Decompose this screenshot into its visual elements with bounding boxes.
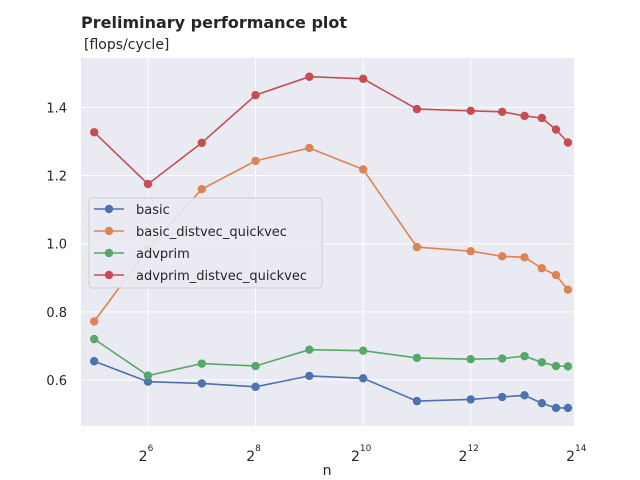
data-point [497,252,507,261]
legend-label: advprim [136,247,190,262]
data-point [412,353,422,363]
legend-marker [104,226,114,236]
data-point [537,113,547,123]
data-point [412,396,422,406]
data-point [520,253,529,262]
data-point [520,351,529,361]
legend-box [88,197,323,289]
data-point [251,156,260,166]
data-point [520,391,529,400]
legend-label: basic [136,203,170,218]
data-point [466,247,475,256]
data-point [466,106,475,116]
data-point [537,264,547,273]
x-tick-label: 28 [246,444,261,465]
data-point [551,361,561,371]
data-point [143,371,153,380]
data-point [551,403,561,413]
data-point [89,128,99,137]
legend-label: advprim_distvec_quickvec [136,269,307,284]
data-point [358,74,368,83]
y-tick-label: 1.2 [46,170,67,185]
data-point [497,107,507,117]
data-point [143,377,153,386]
data-point [497,392,507,402]
data-point [251,361,260,371]
x-tick-labels: 26 28 210 212 214 [139,444,587,465]
data-point [497,354,507,363]
y-tick-label: 1.4 [46,101,67,116]
data-point [563,138,573,147]
data-point [563,362,573,371]
data-point [358,374,368,383]
chart-title: Preliminary performance plot [81,13,347,32]
data-point [305,72,314,81]
data-point [305,143,314,153]
x-tick-label: 26 [139,444,154,465]
legend-marker [104,248,114,258]
data-point [563,285,573,294]
data-point [358,346,368,355]
y-tick-label: 0.6 [46,374,67,389]
legend-marker [104,204,114,214]
y-tick-label: 1.0 [46,238,67,253]
data-point [89,334,99,344]
data-point [551,270,561,280]
data-point [89,317,99,326]
data-point [520,111,529,121]
y-axis-label: [flops/cycle] [84,37,169,53]
y-tick-label: 0.8 [46,306,67,321]
y-tick-labels: 0.6 0.8 1.0 1.2 1.4 [46,101,67,389]
data-point [251,90,260,100]
legend-marker [104,270,114,280]
data-point [197,138,206,148]
data-point [466,395,475,404]
data-point [466,355,475,364]
data-point [551,125,561,134]
x-tick-label: 214 [566,444,587,465]
data-point [305,371,314,381]
data-point [537,358,547,367]
data-point [563,403,573,413]
data-point [143,179,153,189]
data-point [197,379,206,388]
data-point [251,382,260,392]
data-point [358,165,368,174]
data-point [197,359,206,368]
data-point [305,345,314,354]
data-point [537,398,547,408]
x-axis-label: n [323,463,332,479]
legend-label: basic_distvec_quickvec [136,225,287,240]
data-point [89,357,99,366]
data-point [412,104,422,114]
data-point [197,184,206,194]
data-point [412,242,422,252]
x-tick-label: 210 [351,444,372,465]
x-tick-label: 212 [459,444,479,465]
